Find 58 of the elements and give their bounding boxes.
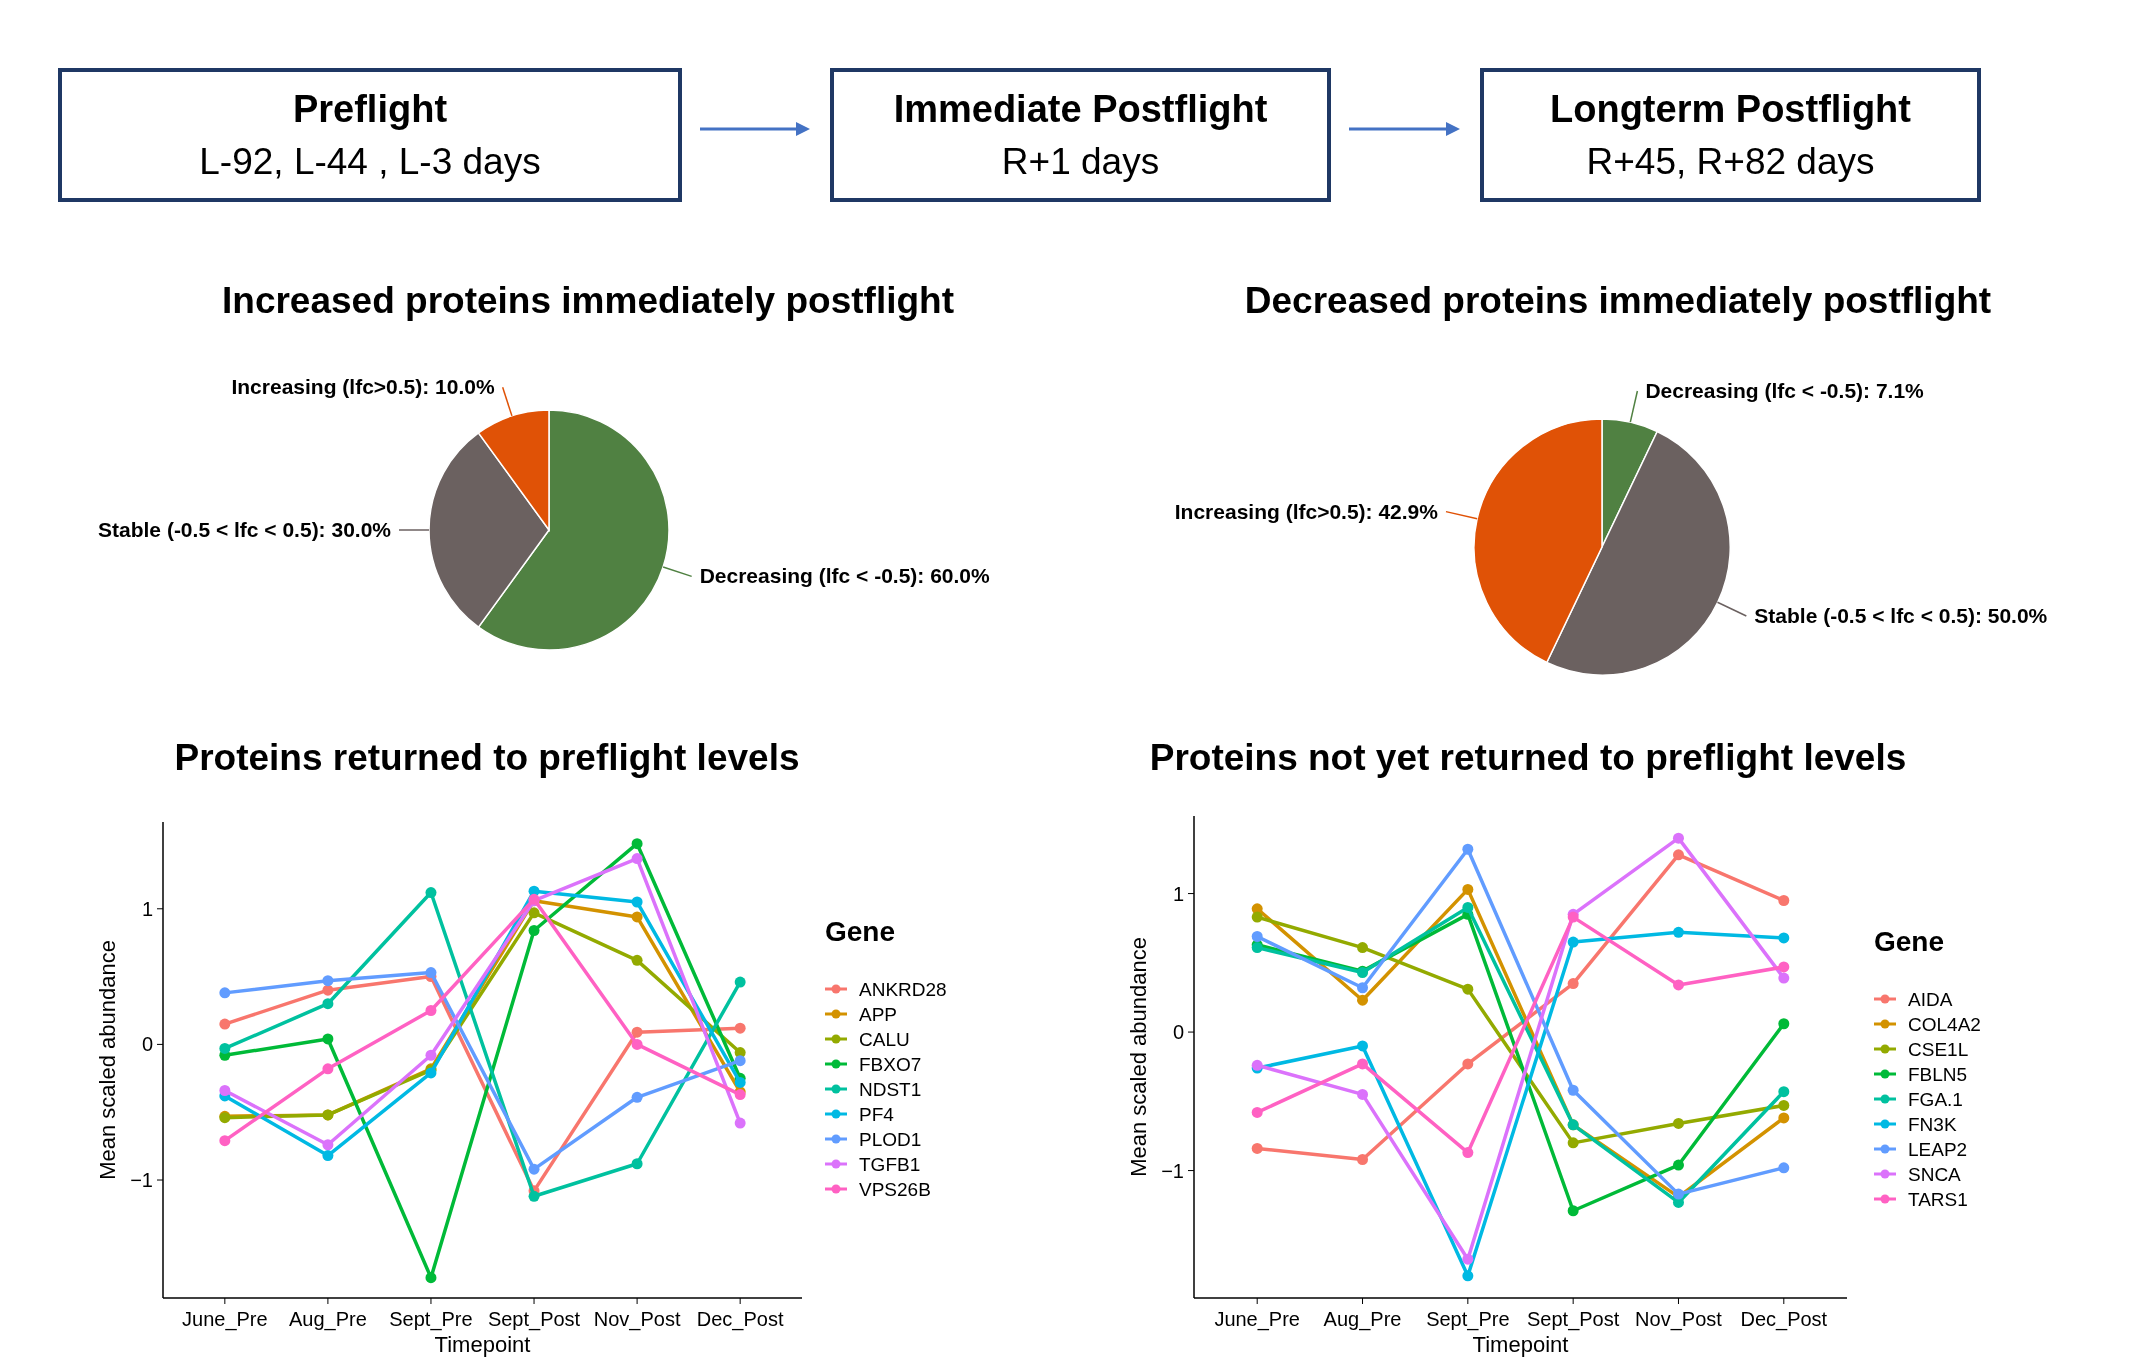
chart-title: Increased proteins immediately postflight <box>222 280 954 321</box>
x-axis-title: Timepoint <box>1472 1332 1569 1357</box>
legend-label: CALU <box>859 1029 910 1050</box>
legend-label: COL4A2 <box>1908 1014 1981 1035</box>
legend-label: CSE1L <box>1908 1039 1969 1060</box>
slice-label: Increasing (lfc>0.5): 10.0% <box>231 375 495 399</box>
slice-label: Stable (-0.5 < lfc < 0.5): 50.0% <box>1754 604 2048 628</box>
chart-title: Decreased proteins immediately postflight <box>1244 280 1992 321</box>
legend-label: FN3K <box>1908 1114 1957 1135</box>
y-tick-label: 0 <box>141 1033 153 1056</box>
legend-title: Gene <box>1874 926 1945 957</box>
legend-label: FBXO7 <box>859 1054 922 1075</box>
y-tick-label: 1 <box>1172 882 1184 905</box>
y-tick-label: 0 <box>1172 1021 1184 1044</box>
slice-label: Decreasing (lfc < -0.5): 60.0% <box>699 564 991 588</box>
x-tick-label: June_Pre <box>1214 1308 1301 1331</box>
text: Longterm Postflight <box>1550 88 1912 130</box>
legend-label: NDST1 <box>859 1079 922 1100</box>
legend-label: PF4 <box>859 1104 895 1125</box>
legend-label: APP <box>859 1004 898 1025</box>
text: Immediate Postflight <box>893 88 1268 130</box>
x-tick-label: Aug_Pre <box>288 1308 367 1331</box>
legend-label: AIDA <box>1908 989 1953 1010</box>
x-tick-label: Sept_Post <box>1527 1308 1620 1331</box>
text: R+45, R+82 days <box>1586 141 1875 182</box>
legend-label: TGFB1 <box>859 1154 921 1175</box>
x-tick-label: June_Pre <box>182 1308 268 1331</box>
legend-label: TARS1 <box>1908 1189 1968 1210</box>
x-tick-label: Nov_Post <box>593 1308 681 1331</box>
legend-label: LEAP2 <box>1908 1139 1968 1160</box>
x-tick-label: Sept_Post <box>487 1308 581 1331</box>
legend-label: ANKRD28 <box>859 979 947 1000</box>
chart-title: Proteins returned to preflight levels <box>174 737 800 778</box>
slice-label: Increasing (lfc>0.5): 42.9% <box>1174 499 1439 523</box>
chart-title: Proteins not yet returned to preflight levels <box>1149 737 1907 778</box>
x-tick-label: Sept_Pre <box>1426 1308 1510 1331</box>
legend-label: SNCA <box>1908 1164 1962 1185</box>
y-axis-title: Mean scaled abundance <box>95 940 120 1180</box>
x-tick-label: Dec_Post <box>696 1308 784 1331</box>
legend-label: PLOD1 <box>859 1129 922 1150</box>
x-tick-label: Nov_Post <box>1635 1308 1723 1331</box>
x-tick-label: Sept_Pre <box>389 1308 473 1331</box>
y-tick-label: −1 <box>1161 1159 1184 1182</box>
legend-label: VPS26B <box>859 1179 931 1200</box>
slice-label: Stable (-0.5 < lfc < 0.5): 30.0% <box>98 518 392 541</box>
x-tick-label: Dec_Post <box>1740 1308 1828 1331</box>
legend-label: FBLN5 <box>1908 1064 1968 1085</box>
slice-label: Decreasing (lfc < -0.5): 7.1% <box>1645 378 1925 402</box>
legend-label: FGA.1 <box>1908 1089 1963 1110</box>
x-axis-title: Timepoint <box>434 1332 531 1357</box>
y-axis-title: Mean scaled abundance <box>1126 937 1151 1177</box>
y-tick-label: 1 <box>141 897 153 920</box>
text: Preflight <box>292 88 448 130</box>
legend-title: Gene <box>825 916 896 947</box>
text: R+1 days <box>1001 141 1160 182</box>
y-tick-label: −1 <box>130 1169 153 1192</box>
text: L-92, L-44 , L-3 days <box>199 141 541 182</box>
x-tick-label: Aug_Pre <box>1323 1308 1402 1331</box>
